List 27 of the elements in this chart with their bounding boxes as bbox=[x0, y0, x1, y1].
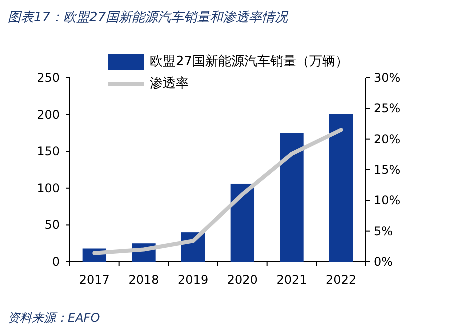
x-tick-label: 2018 bbox=[128, 273, 160, 287]
x-tick-label: 2021 bbox=[276, 273, 308, 287]
line-series bbox=[92, 128, 344, 256]
y2-tick-label: 20% bbox=[374, 132, 401, 146]
y-tick-label: 250 bbox=[37, 71, 60, 85]
x-tick-label: 2019 bbox=[178, 273, 209, 287]
y2-tick-label: 15% bbox=[374, 163, 401, 177]
y2-tick-label: 30% bbox=[374, 71, 401, 85]
bar bbox=[230, 184, 255, 262]
y-tick-label: 150 bbox=[37, 144, 60, 159]
x-tick-label: 2020 bbox=[227, 273, 258, 287]
y-tick-label: 0 bbox=[52, 255, 60, 269]
legend-label: 渗透率 bbox=[150, 76, 189, 92]
y-tick-label: 100 bbox=[37, 181, 60, 196]
bar bbox=[280, 133, 304, 262]
y2-tick-label: 5% bbox=[374, 224, 394, 238]
y-tick-label: 200 bbox=[37, 108, 60, 122]
bar bbox=[329, 114, 354, 262]
x-tick-label: 2022 bbox=[326, 273, 357, 287]
legend-label: 欧盟27国新能源汽车销量（万辆） bbox=[150, 54, 349, 70]
y2-tick-label: 0% bbox=[374, 255, 394, 269]
y2-tick-label: 10% bbox=[374, 194, 401, 208]
x-tick-label: 2017 bbox=[79, 273, 110, 287]
y-tick-label: 50 bbox=[44, 218, 60, 232]
text: 资料来源：EAFO bbox=[8, 311, 100, 325]
y2-tick-label: 25% bbox=[374, 102, 401, 116]
chart-title: 图表17：欧盟27国新能源汽车销量和渗透率情况 bbox=[8, 10, 290, 26]
